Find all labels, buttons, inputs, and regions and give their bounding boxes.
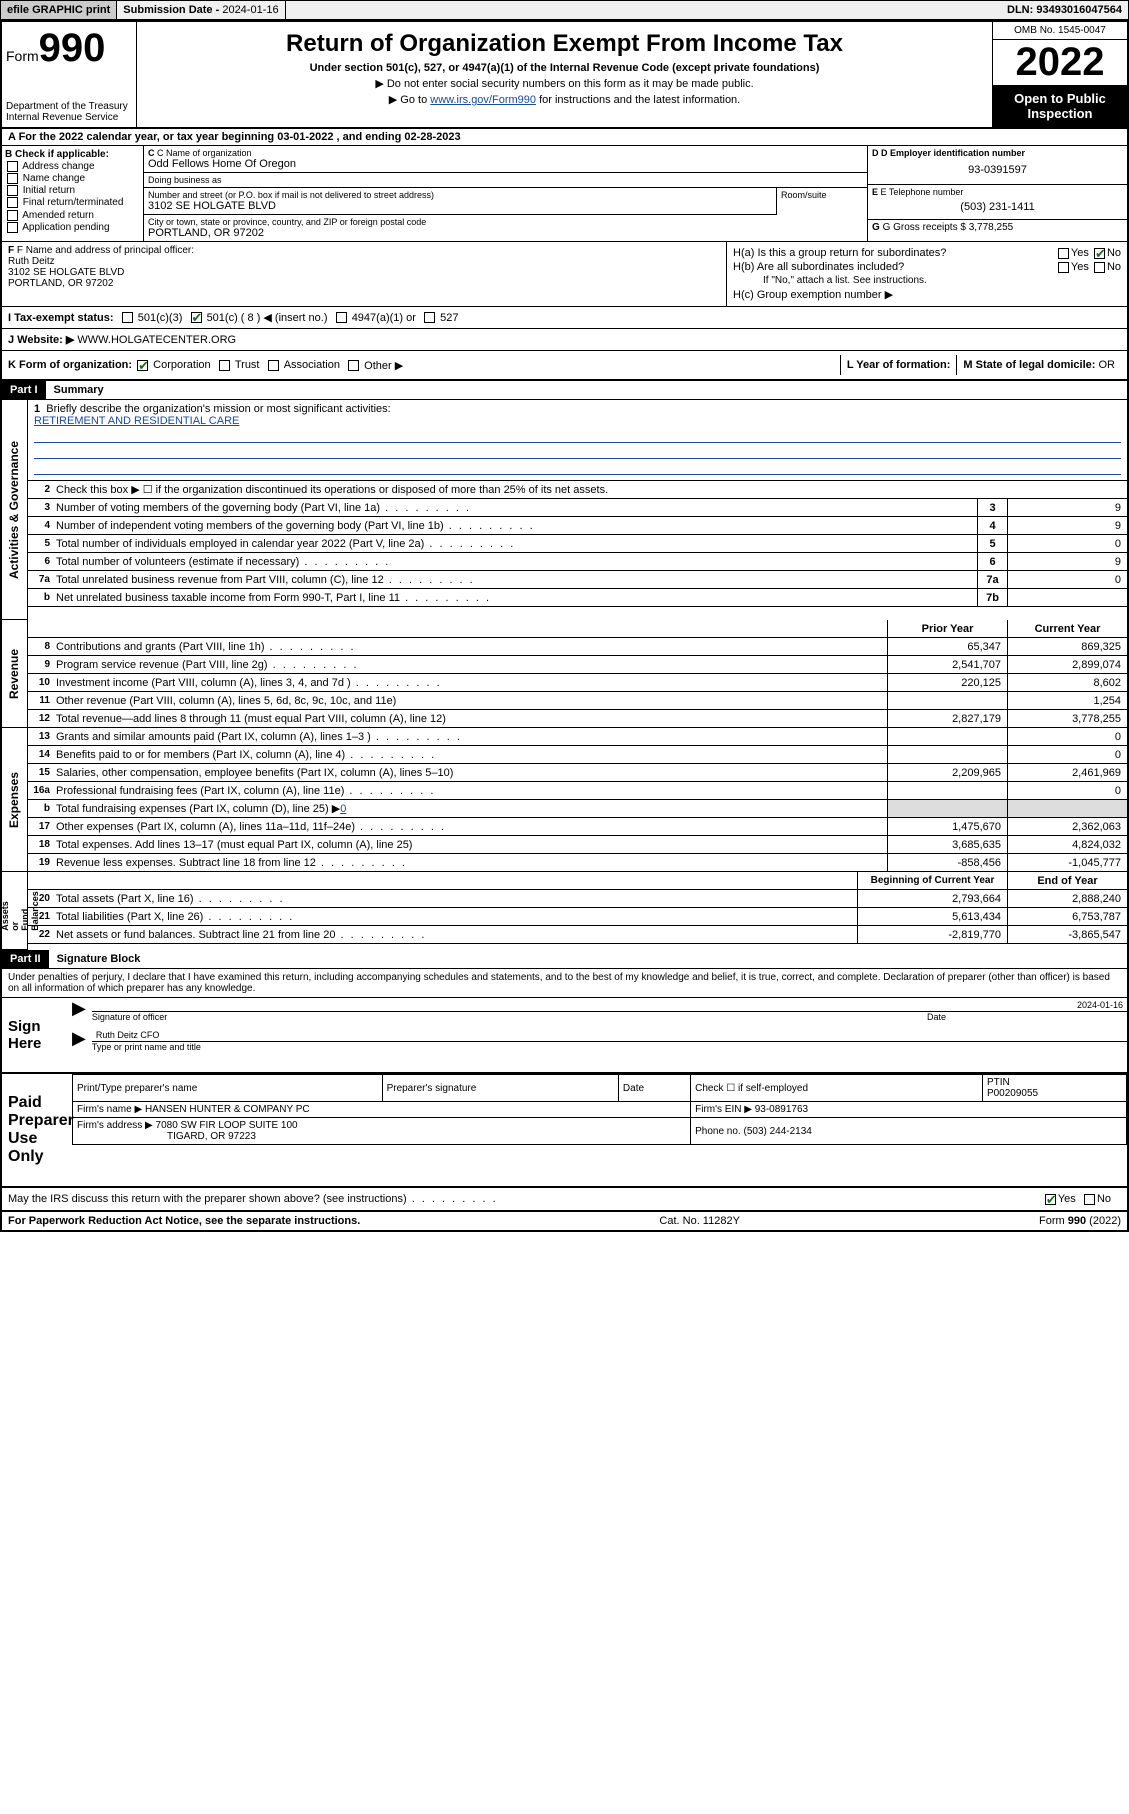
part-ii-header: Part II Signature Block bbox=[2, 950, 1127, 969]
irs-link[interactable]: www.irs.gov/Form990 bbox=[430, 94, 536, 106]
vside-revenue: Revenue bbox=[2, 620, 28, 728]
discuss-with-preparer: May the IRS discuss this return with the… bbox=[2, 1188, 1127, 1211]
submission-date: Submission Date - 2024-01-16 bbox=[117, 1, 285, 19]
box-c-room: Room/suite bbox=[777, 188, 867, 215]
form-header: Form990 Department of the Treasury Inter… bbox=[2, 22, 1127, 129]
top-toolbar: efile GRAPHIC print Submission Date - 20… bbox=[0, 0, 1129, 20]
form-title: Return of Organization Exempt From Incom… bbox=[141, 30, 988, 58]
row-k-l-m: K Form of organization: Corporation Trus… bbox=[2, 351, 1127, 381]
section-b-through-g: B Check if applicable: Address change Na… bbox=[2, 146, 1127, 242]
form-number: Form990 bbox=[6, 26, 132, 71]
cb-amended-return[interactable]: Amended return bbox=[5, 210, 140, 221]
omb-number: OMB No. 1545-0047 bbox=[993, 22, 1127, 40]
box-f-officer: F F Name and address of principal office… bbox=[2, 242, 727, 306]
box-c-street: Number and street (or P.O. box if mail i… bbox=[144, 188, 777, 215]
efile-print-button[interactable]: efile GRAPHIC print bbox=[1, 1, 117, 19]
cb-final-return[interactable]: Final return/terminated bbox=[5, 197, 140, 208]
vside-expenses: Expenses bbox=[2, 728, 28, 872]
cb-address-change[interactable]: Address change bbox=[5, 161, 140, 172]
goto-note: ▶ Go to www.irs.gov/Form990 for instruct… bbox=[141, 93, 988, 106]
tax-year: 2022 bbox=[993, 40, 1127, 85]
box-c-city: City or town, state or province, country… bbox=[144, 215, 867, 241]
penalty-statement: Under penalties of perjury, I declare th… bbox=[2, 969, 1127, 998]
box-c-name: C C Name of organization Odd Fellows Hom… bbox=[144, 146, 867, 173]
line-1-mission: 1 Briefly describe the organization's mi… bbox=[28, 400, 1127, 481]
vside-activities: Activities & Governance bbox=[2, 400, 28, 620]
form-page: Form990 Department of the Treasury Inter… bbox=[0, 20, 1129, 1232]
box-h: H(a) Is this a group return for subordin… bbox=[727, 242, 1127, 306]
box-d-ein: D D Employer identification number 93-03… bbox=[868, 146, 1127, 185]
form-subtitle: Under section 501(c), 527, or 4947(a)(1)… bbox=[141, 62, 988, 74]
box-c-dba: Doing business as bbox=[144, 173, 867, 188]
row-a-tax-year: A For the 2022 calendar year, or tax yea… bbox=[2, 129, 1127, 146]
row-i-tax-status: I Tax-exempt status: 501(c)(3) 501(c) ( … bbox=[2, 307, 1127, 329]
cb-initial-return[interactable]: Initial return bbox=[5, 185, 140, 196]
dept-treasury: Department of the Treasury Internal Reve… bbox=[6, 101, 132, 123]
box-e-phone: E E Telephone number (503) 231-1411 bbox=[868, 185, 1127, 220]
cb-name-change[interactable]: Name change bbox=[5, 173, 140, 184]
vside-netassets: Net Assets or Fund Balances bbox=[2, 872, 28, 950]
paid-preparer-block: Paid Preparer Use Only Print/Type prepar… bbox=[2, 1074, 1127, 1188]
row-j-website: J Website: ▶ WWW.HOLGATECENTER.ORG bbox=[2, 329, 1127, 351]
dln: DLN: 93493016047564 bbox=[1001, 1, 1128, 19]
cb-application-pending[interactable]: Application pending bbox=[5, 222, 140, 233]
open-to-public: Open to Public Inspection bbox=[993, 85, 1127, 127]
col-b-checkboxes: B Check if applicable: Address change Na… bbox=[2, 146, 144, 241]
box-g-gross: G G Gross receipts $ 3,778,255 bbox=[868, 220, 1127, 235]
sign-here-block: Sign Here ▶ 2024-01-16 Signature of offi… bbox=[2, 998, 1127, 1074]
section-f-h: F F Name and address of principal office… bbox=[2, 242, 1127, 307]
ssn-note: ▶ Do not enter social security numbers o… bbox=[141, 77, 988, 90]
page-footer: For Paperwork Reduction Act Notice, see … bbox=[2, 1211, 1127, 1230]
part-i-header: Part I Summary bbox=[2, 381, 1127, 400]
